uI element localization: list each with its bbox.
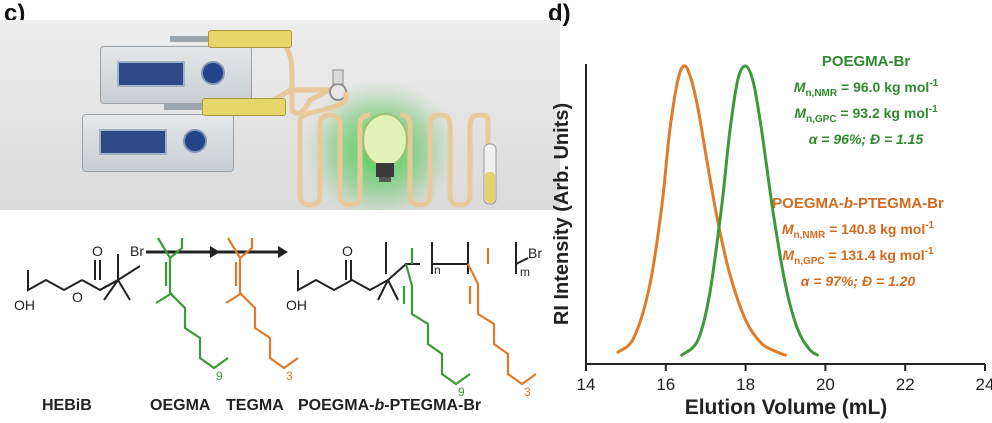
green-mn-nmr-m: M xyxy=(794,79,806,95)
plot-frame xyxy=(585,64,985,365)
green-mn-nmr-value: = 96.0 kg mol xyxy=(837,79,929,95)
subscript-9-product: 9 xyxy=(458,385,465,399)
tegma-structure xyxy=(225,237,299,370)
subscript-9-oegma: 9 xyxy=(216,369,223,383)
subscript-m: m xyxy=(520,265,530,279)
annotation-orange-mn-nmr: Mn,NMR = 140.8 kg mol-1 xyxy=(782,220,935,241)
pump-1-body xyxy=(100,46,252,104)
series-line-poegma-br xyxy=(680,64,819,357)
label-tegma: TEGMA xyxy=(226,397,284,414)
label-hebib: HEBiB xyxy=(42,397,92,414)
label-product-part1: POEGMA- xyxy=(298,397,375,414)
pump-1-syringe-icon xyxy=(208,30,292,48)
label-product-part2: -PTEGMA-Br xyxy=(384,397,482,414)
annotation-orange-mn-gpc: Mn,GPC = 131.4 kg mol-1 xyxy=(782,246,934,267)
orange-title-part2: -PTEGMA-Br xyxy=(853,195,944,212)
annotation-green-mn-gpc: Mn,GPC = 93.2 kg mol-1 xyxy=(794,104,938,125)
bulb-base xyxy=(376,163,394,177)
hebib-quaternary xyxy=(99,265,141,291)
x-tick-label: 20 xyxy=(816,375,835,394)
label-oegma: OEGMA xyxy=(150,397,211,414)
green-mn-gpc-sup: -1 xyxy=(929,104,938,115)
label-product-block: b xyxy=(374,397,385,414)
atom-o-3: O xyxy=(342,243,353,259)
coil-left xyxy=(297,92,371,208)
orange-mn-nmr-sub: n,NMR xyxy=(794,230,826,241)
product-backbone xyxy=(297,242,529,301)
atom-oh-1: OH xyxy=(14,297,35,313)
green-mn-nmr-sup: -1 xyxy=(929,78,938,89)
orange-mn-nmr-sup: -1 xyxy=(925,220,934,231)
arrow-1-head-icon xyxy=(210,246,220,258)
y-axis-title: RI Intensity (Arb. Units) xyxy=(551,103,573,325)
hebib-methyl-2 xyxy=(103,279,119,301)
pump-1-plunger xyxy=(170,36,210,42)
atom-o-1: O xyxy=(92,243,103,259)
atom-o-2: O xyxy=(72,289,83,305)
annotation-poegma-b-ptegma-br: POEGMA-b-PTEGMA-Br Mn,NMR = 140.8 kg mol… xyxy=(772,195,944,289)
orange-title-block: b xyxy=(844,195,853,212)
atom-br-2: Br xyxy=(528,245,542,261)
green-mn-gpc-value: = 93.2 kg mol xyxy=(837,105,929,121)
subscript-3-tegma: 3 xyxy=(286,369,293,383)
orange-title-part1: POEGMA- xyxy=(772,195,844,212)
oegma-structure xyxy=(155,237,229,370)
product-tegma-block xyxy=(467,248,537,386)
pump-1-screen xyxy=(117,61,185,87)
valve-handle xyxy=(332,69,344,85)
subscript-3-product: 3 xyxy=(524,385,531,399)
orange-mn-gpc-m: M xyxy=(782,247,794,263)
arrow-2-head-icon xyxy=(278,246,288,258)
subscript-n: n xyxy=(434,263,441,277)
green-mn-gpc-m: M xyxy=(794,105,806,121)
green-mn-gpc-sub: n,GPC xyxy=(806,114,837,125)
pump-2-screen xyxy=(99,129,167,155)
annotation-green-title: POEGMA-Br xyxy=(822,53,911,70)
annotation-orange-alpha-dispersity: α = 97%; Đ = 1.20 xyxy=(801,273,916,289)
light-bulb-icon xyxy=(362,113,408,167)
pump-2-syringe-icon xyxy=(202,98,286,116)
annotation-poegma-br: POEGMA-Br Mn,NMR = 96.0 kg mol-1 Mn,GPC … xyxy=(794,53,939,147)
orange-mn-gpc-sub: n,GPC xyxy=(794,256,825,267)
series-line-poegma-b-ptegma-br xyxy=(616,64,787,357)
orange-mn-nmr-m: M xyxy=(782,221,794,237)
x-tick-label: 18 xyxy=(736,375,755,394)
coil-right xyxy=(399,112,491,208)
gpc-chart: 14 16 18 20 22 24 RI Intensity (Arb. Units) E… xyxy=(551,53,992,419)
x-axis-title: Elution Volume (mL) xyxy=(685,396,888,419)
vial-liquid xyxy=(485,172,495,203)
hebib-skeleton xyxy=(27,270,83,292)
annotation-green-mn-nmr: Mn,NMR = 96.0 kg mol-1 xyxy=(794,78,939,99)
orange-mn-gpc-value: = 131.4 kg mol xyxy=(825,247,925,263)
pump-1-knob-icon xyxy=(201,61,225,85)
orange-mn-nmr-value: = 140.8 kg mol xyxy=(825,221,925,237)
x-tick-label: 24 xyxy=(976,375,992,394)
pump-2-knob-icon xyxy=(183,129,207,153)
pump-2-body xyxy=(82,114,234,172)
x-tick-label: 22 xyxy=(896,375,915,394)
hebib-methyl xyxy=(117,279,131,301)
x-tick-label: 14 xyxy=(577,375,596,394)
atom-br-1: Br xyxy=(130,243,144,259)
bulb-tip xyxy=(379,177,391,182)
x-tick-label: 16 xyxy=(656,375,675,394)
pump-2-plunger xyxy=(164,104,204,110)
orange-mn-gpc-sup: -1 xyxy=(925,246,934,257)
green-mn-nmr-sub: n,NMR xyxy=(805,88,837,99)
flow-reactor-illustration xyxy=(0,20,560,210)
annotation-green-alpha-dispersity: α = 96%; Đ = 1.15 xyxy=(809,131,924,147)
atom-oh-2: OH xyxy=(286,297,307,313)
annotation-orange-title: POEGMA-b-PTEGMA-Br xyxy=(772,195,944,212)
reaction-scheme: Br OH O O OH O Br n m 9 3 9 3 xyxy=(14,237,542,399)
product-oegma-block xyxy=(402,248,471,386)
label-product: POEGMA-b-PTEGMA-Br xyxy=(298,397,481,415)
